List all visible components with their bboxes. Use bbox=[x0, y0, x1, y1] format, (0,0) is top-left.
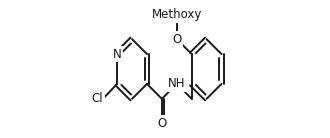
Text: O: O bbox=[157, 117, 167, 130]
Text: NH: NH bbox=[168, 77, 185, 90]
Text: Methoxy: Methoxy bbox=[151, 8, 202, 21]
Text: N: N bbox=[113, 48, 121, 61]
Text: Cl: Cl bbox=[91, 92, 103, 105]
Text: O: O bbox=[172, 33, 182, 46]
